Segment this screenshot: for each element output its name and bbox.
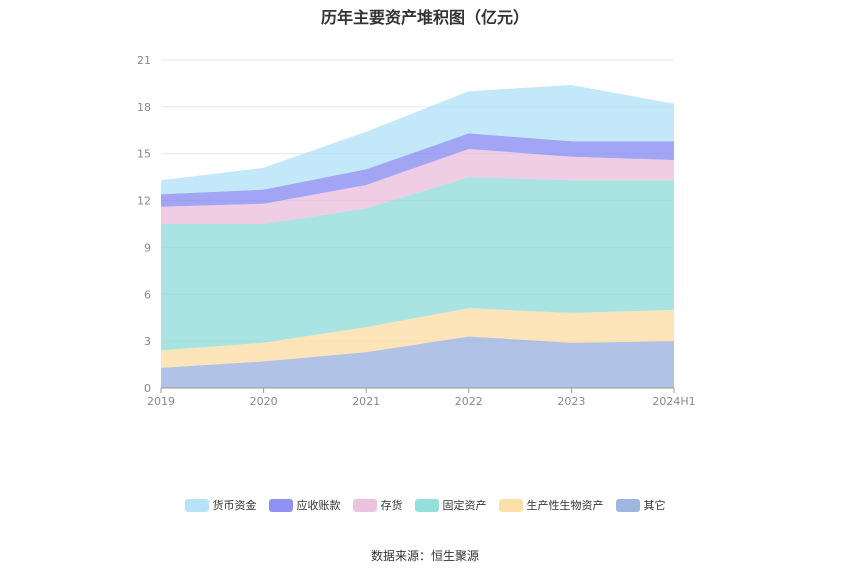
chart-title: 历年主要资产堆积图（亿元）	[320, 8, 529, 27]
y-tick-label: 0	[144, 382, 151, 395]
x-tick-label: 2022	[455, 395, 483, 408]
legend-item[interactable]: 应收账款	[268, 497, 341, 513]
area-series-4	[161, 133, 674, 207]
legend-swatch	[498, 498, 523, 512]
legend-label: 生产性生物资产	[526, 499, 604, 512]
legend-swatch	[414, 498, 439, 512]
legend-label: 固定资产	[442, 499, 487, 512]
area-series-1	[161, 308, 674, 368]
y-tick-label: 6	[144, 288, 151, 301]
legend-label: 应收账款	[296, 499, 341, 512]
y-tick-label: 21	[137, 54, 151, 67]
x-tick-label: 2023	[557, 395, 585, 408]
y-tick-label: 9	[144, 241, 151, 254]
axes: 0 3 6 9 12 15 18 21 2019 2020 2021 2022 2023 2024H1	[137, 54, 696, 408]
legend-swatch	[184, 498, 209, 512]
data-source: 数据来源：恒生聚源	[370, 549, 479, 563]
legend-swatch	[615, 498, 640, 512]
area-series	[161, 85, 674, 388]
area-series-2	[161, 177, 674, 351]
legend-item[interactable]: 固定资产	[414, 497, 487, 513]
area-series-3	[161, 149, 674, 224]
legend-label: 存货	[380, 499, 403, 512]
legend-label: 货币资金	[212, 499, 257, 512]
legend-swatch	[352, 498, 377, 512]
x-tick-label: 2019	[147, 395, 175, 408]
area-series-5	[161, 85, 674, 195]
area-series-0	[161, 336, 674, 388]
legend-item[interactable]: 其它	[615, 497, 666, 513]
y-tick-label: 15	[137, 148, 151, 161]
y-tick-label: 18	[137, 101, 151, 114]
legend-item[interactable]: 存货	[352, 497, 403, 513]
legend-item[interactable]: 生产性生物资产	[498, 497, 604, 513]
legend-item[interactable]: 货币资金	[184, 497, 257, 513]
legend: 货币资金 应收账款 存货 固定资产 生产性生物资产 其它	[0, 497, 850, 513]
y-tick-label: 12	[137, 195, 151, 208]
legend-label: 其它	[643, 499, 666, 512]
legend-swatch	[268, 498, 293, 512]
x-tick-label: 2024H1	[652, 395, 695, 408]
x-tick-label: 2020	[250, 395, 278, 408]
x-tick-label: 2021	[352, 395, 380, 408]
y-tick-label: 3	[144, 335, 151, 348]
